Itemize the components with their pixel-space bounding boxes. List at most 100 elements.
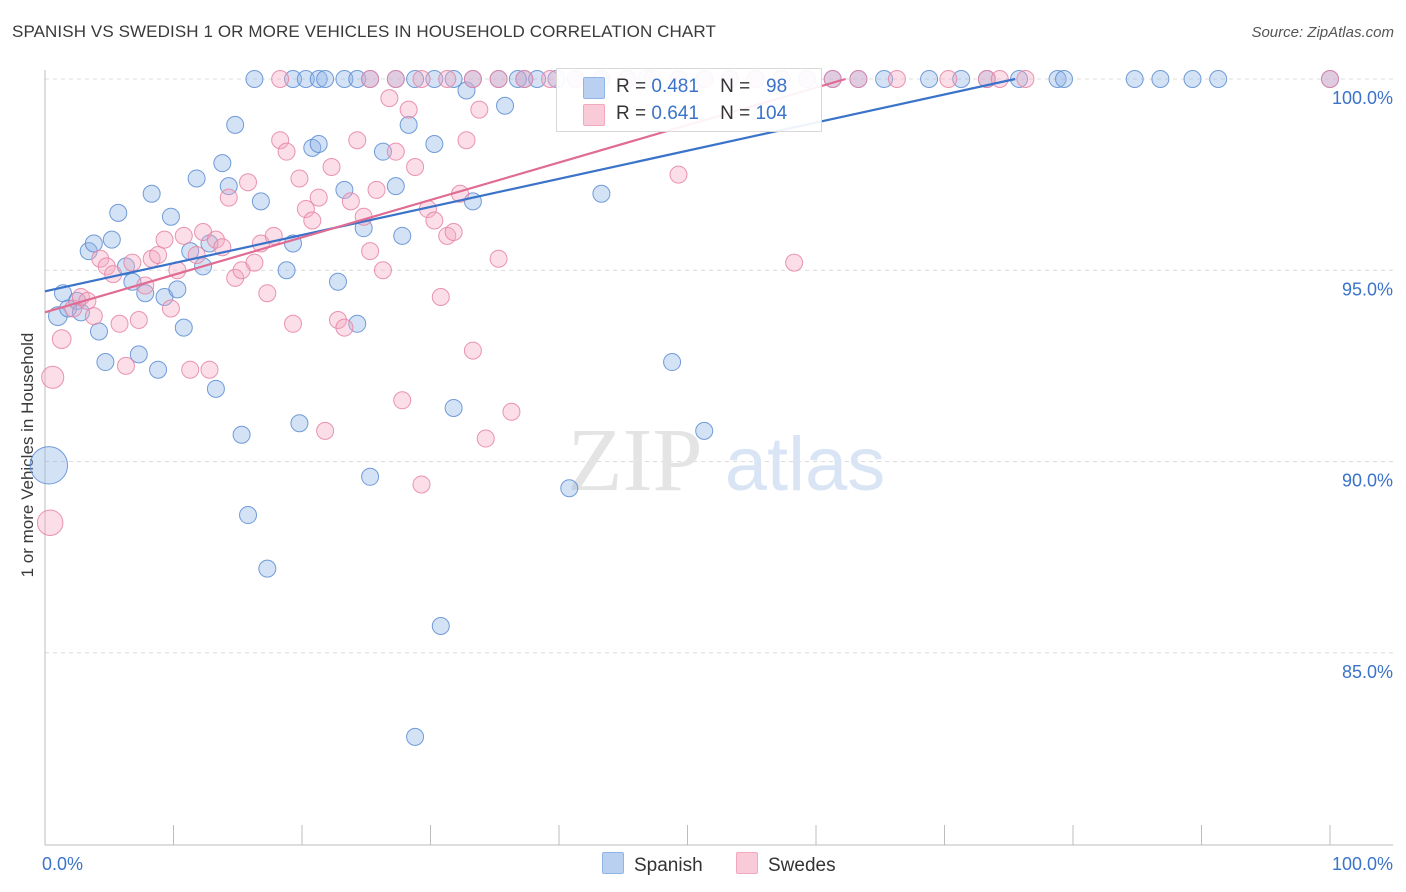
swedes-swatch [583,104,605,126]
swedes-point-31 [245,253,264,272]
spanish-point-11 [109,203,128,222]
spanish-point-58 [663,353,682,372]
swedes-point-39 [296,200,315,219]
swedes-point-51 [373,261,392,280]
x-tick-label-0: 0.0% [42,854,83,874]
swedes-point-67 [476,429,495,448]
swedes-point-59 [425,211,444,230]
swedes-point-13 [129,310,148,329]
spanish-point-54 [496,96,515,115]
swedes-point-60 [431,288,450,307]
swedes-point-6 [84,307,103,326]
swedes-point-98 [1321,70,1339,88]
swedes-point-38 [290,169,309,188]
spanish-point-23 [187,169,206,188]
correlation-legend: R = 0.481 N = 98 R = 0.641 N = 104 [556,68,822,132]
swedes-point-2 [51,329,72,349]
swedes-point-68 [489,249,508,268]
spanish-point-44 [373,142,392,161]
spanish-point-50 [431,616,450,635]
spanish-r-value: 0.481 [651,76,699,97]
swedes-point-96 [990,70,1009,88]
spanish-point-48 [406,727,425,746]
swedes-point-35 [271,131,290,150]
y-tick-label-3: 85.0% [1342,662,1393,682]
spanish-point-98 [1183,70,1202,88]
watermark-zip: ZIP [568,411,703,510]
swedes-point-47 [348,131,367,150]
spanish-point-14 [129,345,148,364]
swedes-point-10 [110,314,129,333]
swedes-point-43 [322,157,341,176]
x-tick-label-1: 100.0% [1332,854,1393,874]
swedes-r-label: R = [616,103,647,124]
spanish-point-27 [213,154,232,173]
swedes-point-37 [284,314,303,333]
swedes-point-53 [386,142,405,161]
spanish-n-label: N = [720,76,751,97]
swedes-point-7 [91,249,110,268]
spanish-n-value: 98 [766,76,788,97]
swedes-point-52 [380,89,399,108]
spanish-point-29 [226,115,245,134]
spanish-point-65 [335,70,354,88]
spanish-point-74 [508,70,527,88]
swedes-point-49 [361,242,380,261]
spanish-point-52 [457,81,476,100]
y-tick-label-2: 90.0% [1342,471,1393,491]
spanish-point-33 [258,559,277,578]
spanish-point-62 [296,70,315,88]
swedes-point-12 [123,253,142,272]
spanish-point-32 [251,192,270,211]
swedes-n-value: 104 [755,103,788,124]
swedes-r-value: 0.641 [651,103,699,124]
swedes-point-25 [206,230,225,249]
spanish-point-43 [361,467,380,486]
swedes-point-57 [412,475,431,494]
spanish-point-8 [89,322,108,341]
spanish-point-96 [1125,70,1144,88]
spanish-point-75 [528,70,547,88]
spanish-point-49 [425,135,444,154]
swedes-point-73 [361,70,380,88]
spanish-point-61 [284,70,303,88]
swedes-point-44 [328,310,347,329]
spanish-point-71 [444,70,463,88]
spanish-point-45 [386,177,405,196]
spanish-point-19 [161,207,180,226]
swedes-point-30 [239,173,258,192]
swedes-point-76 [438,70,457,88]
spanish-point-0 [29,446,69,485]
spanish-point-20 [168,280,187,299]
chart-title: SPANISH VS SWEDISH 1 OR MORE VEHICLES IN… [12,22,716,41]
swedes-point-46 [341,192,360,211]
spanish-point-64 [316,70,335,88]
spanish-point-63 [309,70,328,88]
spanish-point-51 [444,398,463,417]
spanish-point-10 [102,230,121,249]
swedes-point-71 [785,253,804,272]
spanish-point-57 [592,184,611,203]
spanish-swatch [583,77,605,99]
swedes-n-label: N = [720,103,751,124]
swedes-point-1 [41,365,65,389]
swedes-point-11 [116,356,135,375]
swedes-point-70 [669,165,688,184]
spanish-point-99 [1209,70,1228,88]
bottom-legend-spanish: Spanish [602,852,703,877]
swedes-point-16 [149,245,168,264]
swedes-point-0 [36,509,64,536]
spanish-point-47 [399,115,418,134]
spanish-r-label: R = [616,76,647,97]
swedes-point-77 [463,70,482,88]
spanish-point-66 [348,70,367,88]
swedes-point-18 [161,299,180,318]
swedes-point-75 [412,70,431,88]
y-tick-label-1: 95.0% [1342,279,1393,299]
swedes-point-93 [887,70,906,88]
spanish-point-46 [393,226,412,245]
spanish-point-21 [174,318,193,337]
spanish-point-26 [206,379,225,398]
swedes-point-62 [444,223,463,241]
